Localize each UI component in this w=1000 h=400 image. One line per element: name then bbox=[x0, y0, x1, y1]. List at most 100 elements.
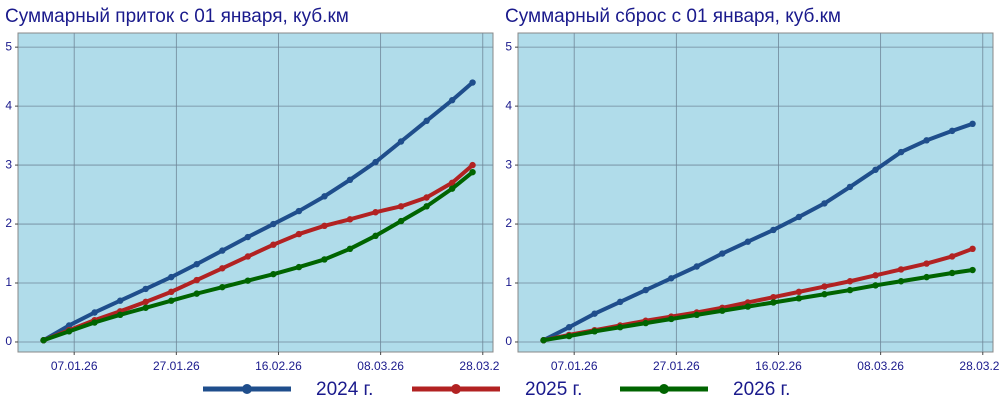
data-point bbox=[168, 288, 175, 296]
data-point bbox=[116, 297, 124, 304]
x-tick-label: 07.01.26 bbox=[551, 359, 598, 372]
data-point bbox=[40, 337, 47, 344]
legend-marker bbox=[242, 384, 252, 394]
data-point bbox=[897, 278, 905, 285]
data-point bbox=[821, 200, 828, 207]
data-point bbox=[469, 161, 476, 169]
data-point bbox=[346, 216, 354, 223]
data-point bbox=[897, 148, 905, 156]
data-point bbox=[969, 120, 976, 128]
y-tick-label: 3 bbox=[5, 157, 12, 171]
data-point bbox=[540, 337, 547, 344]
series-line bbox=[42, 81, 474, 342]
y-tick-label: 1 bbox=[505, 275, 512, 289]
data-point bbox=[872, 166, 879, 173]
data-point bbox=[244, 253, 252, 260]
x-tick-label: 28.03.26 bbox=[959, 359, 1000, 372]
data-point bbox=[693, 263, 700, 270]
y-tick-label: 2 bbox=[505, 216, 512, 230]
data-point bbox=[872, 272, 879, 279]
data-point bbox=[642, 319, 649, 327]
plot-area bbox=[517, 32, 994, 353]
data-point bbox=[142, 298, 149, 306]
data-point bbox=[591, 328, 598, 335]
data-point bbox=[448, 185, 456, 192]
data-point bbox=[423, 117, 430, 125]
data-point bbox=[770, 226, 777, 234]
data-point bbox=[948, 253, 956, 260]
data-point bbox=[744, 303, 752, 310]
legend-marker bbox=[659, 384, 669, 394]
data-point bbox=[193, 290, 200, 297]
data-point bbox=[795, 295, 803, 302]
data-point bbox=[969, 266, 976, 274]
data-point bbox=[193, 260, 200, 268]
series-line bbox=[42, 163, 474, 343]
data-point bbox=[346, 245, 354, 253]
data-point bbox=[372, 158, 379, 166]
data-point bbox=[295, 230, 303, 238]
data-point bbox=[142, 285, 149, 293]
data-point bbox=[346, 176, 354, 184]
data-point bbox=[295, 263, 303, 271]
data-point bbox=[321, 193, 328, 200]
legend-label: 2026 г. bbox=[733, 379, 790, 400]
data-point bbox=[270, 241, 277, 248]
plot-area bbox=[17, 32, 494, 353]
x-tick-label: 16.02.26 bbox=[755, 359, 802, 372]
data-point bbox=[668, 275, 675, 282]
data-point bbox=[397, 203, 405, 210]
data-point bbox=[423, 194, 430, 201]
data-point bbox=[423, 203, 430, 210]
data-point bbox=[846, 278, 854, 285]
data-point bbox=[91, 319, 98, 326]
y-tick-label: 4 bbox=[505, 98, 512, 112]
data-point bbox=[321, 256, 328, 263]
data-point bbox=[770, 293, 777, 301]
data-point bbox=[923, 260, 930, 267]
y-tick-label: 4 bbox=[5, 98, 12, 112]
x-tick-label: 08.03.26 bbox=[857, 359, 904, 372]
legend-marker bbox=[451, 384, 461, 394]
y-tick-label: 5 bbox=[505, 39, 512, 53]
data-point bbox=[948, 127, 956, 135]
data-point bbox=[969, 245, 976, 253]
data-point bbox=[321, 222, 328, 230]
data-point bbox=[744, 238, 752, 245]
data-point bbox=[270, 220, 277, 228]
data-point bbox=[693, 311, 700, 319]
data-point bbox=[397, 217, 405, 225]
data-point bbox=[872, 282, 879, 289]
data-point bbox=[897, 266, 905, 273]
data-point bbox=[923, 273, 930, 281]
series-line bbox=[542, 121, 974, 342]
data-point bbox=[219, 265, 226, 272]
data-point bbox=[168, 273, 175, 281]
x-tick-label: 07.01.26 bbox=[51, 359, 98, 372]
y-tick-label: 0 bbox=[505, 334, 512, 348]
data-point bbox=[616, 324, 624, 331]
data-point bbox=[846, 183, 854, 191]
chart-title: Суммарный приток с 01 января, куб.км bbox=[5, 6, 349, 27]
series-line bbox=[42, 170, 474, 343]
data-point bbox=[448, 97, 456, 104]
data-point bbox=[116, 311, 124, 319]
y-tick-label: 0 bbox=[5, 334, 12, 348]
data-point bbox=[168, 297, 175, 304]
data-point bbox=[923, 137, 930, 144]
data-point bbox=[270, 270, 277, 278]
data-point bbox=[565, 332, 573, 340]
legend-label: 2024 г. bbox=[316, 379, 373, 400]
data-point bbox=[642, 286, 649, 294]
data-point bbox=[397, 138, 405, 145]
x-tick-label: 27.01.26 bbox=[653, 359, 700, 372]
data-point bbox=[372, 209, 379, 216]
data-point bbox=[193, 276, 200, 284]
data-point bbox=[719, 250, 726, 257]
data-point bbox=[795, 288, 803, 296]
data-point bbox=[295, 207, 303, 215]
data-point bbox=[244, 277, 252, 284]
data-point bbox=[948, 269, 956, 277]
data-point bbox=[244, 233, 252, 241]
data-point bbox=[668, 315, 675, 323]
